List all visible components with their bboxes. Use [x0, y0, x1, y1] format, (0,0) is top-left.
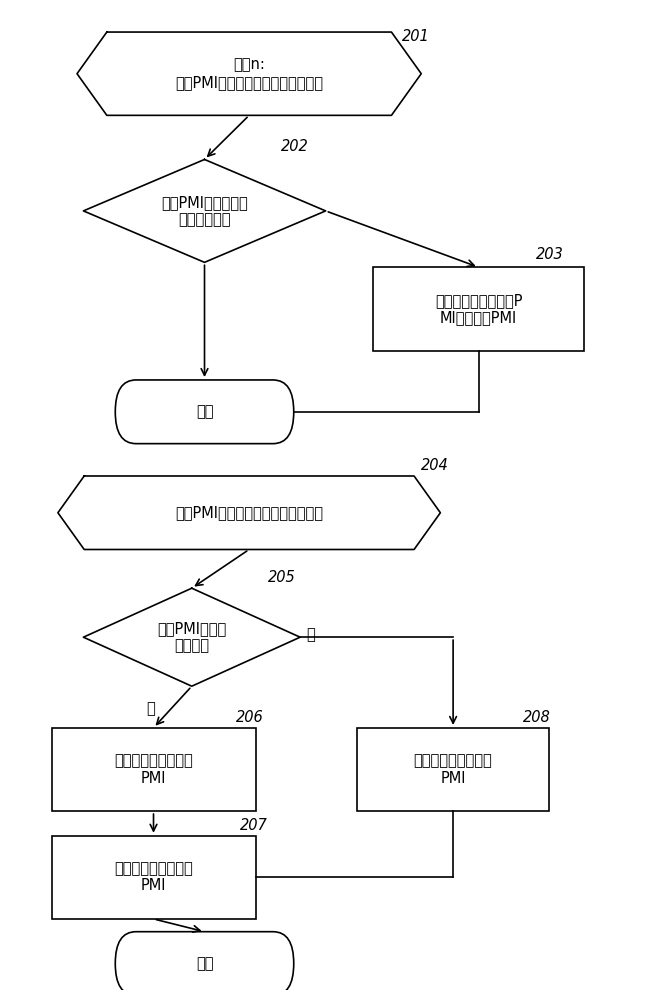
Text: 208: 208 [523, 710, 551, 725]
Text: 上报前次上报的第二
PMI: 上报前次上报的第二 PMI [414, 753, 493, 786]
FancyBboxPatch shape [357, 728, 548, 811]
Text: 基于计算获得的第一P
MI计算第二PMI: 基于计算获得的第一P MI计算第二PMI [435, 293, 523, 325]
Text: 否: 否 [307, 627, 315, 642]
Text: 206: 206 [236, 710, 264, 725]
Text: 子帧n:
第二PMI的周期性计算上报流程启动: 子帧n: 第二PMI的周期性计算上报流程启动 [175, 57, 323, 90]
FancyBboxPatch shape [52, 836, 256, 919]
Text: 记录此次计算的第二
PMI: 记录此次计算的第二 PMI [114, 861, 193, 894]
Polygon shape [58, 476, 440, 549]
Text: 201: 201 [402, 29, 430, 44]
Polygon shape [77, 32, 421, 115]
Text: 第二PMI的计算
是否完成: 第二PMI的计算 是否完成 [157, 621, 226, 653]
Text: 第二PMI的周期性上报关门时间到达: 第二PMI的周期性上报关门时间到达 [175, 505, 323, 520]
Text: 204: 204 [421, 458, 449, 473]
FancyBboxPatch shape [52, 728, 256, 811]
Text: 207: 207 [240, 818, 268, 833]
Polygon shape [84, 588, 300, 686]
Text: 202: 202 [281, 139, 309, 154]
FancyBboxPatch shape [116, 380, 293, 444]
Text: 203: 203 [536, 247, 564, 262]
FancyBboxPatch shape [373, 267, 584, 351]
Text: 上报计算所得的第二
PMI: 上报计算所得的第二 PMI [114, 753, 193, 786]
Polygon shape [84, 159, 325, 262]
Text: 第一PMI的计算是否
存在时序问题: 第一PMI的计算是否 存在时序问题 [161, 195, 248, 227]
Text: 结束: 结束 [196, 404, 213, 419]
Text: 205: 205 [268, 570, 296, 585]
FancyBboxPatch shape [116, 932, 293, 995]
Text: 是: 是 [146, 701, 155, 716]
Text: 结束: 结束 [196, 956, 213, 971]
